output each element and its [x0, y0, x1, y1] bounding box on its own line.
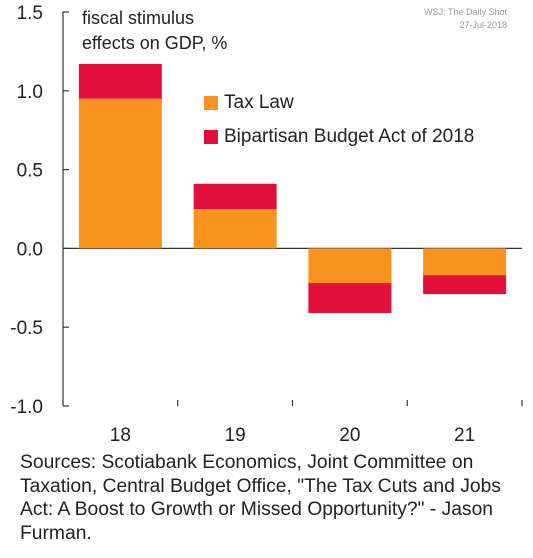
watermark-source: WSJ: The Daily Shot	[424, 7, 507, 17]
bar-tax-law-21	[423, 248, 507, 276]
x-tick-label: 21	[454, 425, 475, 446]
chart-title-line-1: fiscal stimulus	[82, 8, 195, 28]
chart-title-line-2: effects on GDP, %	[82, 33, 228, 53]
legend-label-tax-law: Tax Law	[224, 92, 294, 113]
y-tick-label: 1.0	[17, 82, 43, 103]
bar-tax-law-18	[78, 98, 162, 249]
legend-label-bipartisan-budget-act: Bipartisan Budget Act of 2018	[224, 126, 475, 147]
y-tick-label: -1.0	[10, 397, 43, 418]
legend-item-tax-law: Tax Law	[204, 92, 294, 114]
bar-bipartisan-budget-act-19	[193, 183, 277, 209]
bar-bipartisan-budget-act-18	[78, 64, 162, 99]
y-tick-label: 1.5	[17, 3, 43, 24]
x-tick-label: 18	[110, 425, 131, 446]
bar-tax-law-20	[308, 248, 392, 284]
chart-tick-labels: 1.5 1.0 0.5 0.0 -0.5 -1.0 18 19 20 21	[10, 3, 475, 446]
bar-bipartisan-budget-act-20	[308, 283, 392, 314]
bar-tax-law-19	[193, 209, 277, 249]
legend-swatch-tax-law	[204, 96, 218, 110]
legend-item-bipartisan-budget-act: Bipartisan Budget Act of 2018	[204, 126, 474, 148]
sources-note: Sources: Scotiabank Economics, Joint Com…	[20, 452, 501, 544]
chart-bars	[78, 64, 507, 314]
watermark-date: 27-Jul-2018	[459, 20, 507, 30]
x-tick-label: 20	[339, 425, 360, 446]
y-tick-label: 0.0	[17, 239, 43, 260]
y-tick-label: 0.5	[17, 161, 43, 182]
bar-bipartisan-budget-act-21	[423, 275, 507, 295]
x-tick-label: 19	[225, 425, 246, 446]
y-tick-label: -0.5	[10, 318, 43, 339]
legend-swatch-bipartisan-budget-act	[204, 130, 218, 144]
